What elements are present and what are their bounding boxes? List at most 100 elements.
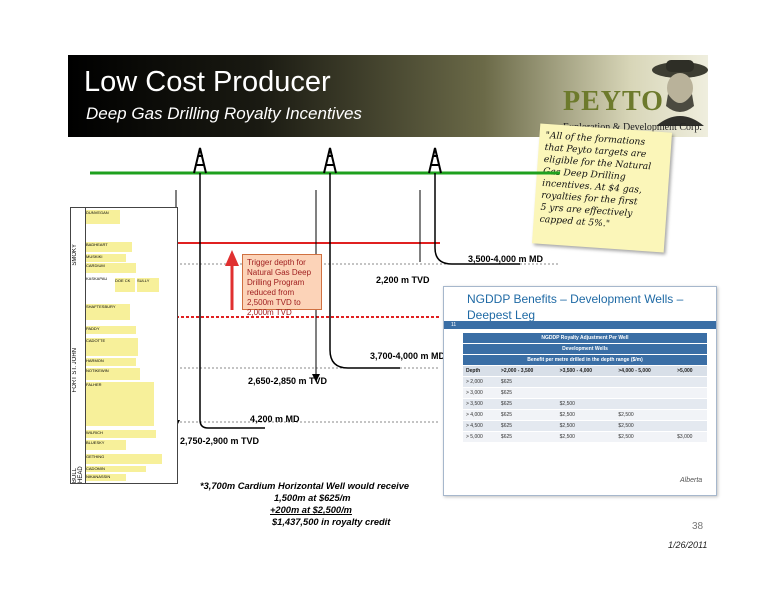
founder-portrait-icon: [652, 60, 708, 126]
table-cell: $2,500: [556, 398, 616, 410]
formation: KASKAPAU: [86, 276, 114, 296]
table-cell: [674, 409, 707, 421]
table-cell: $2,500: [615, 409, 675, 421]
table-cell: $2,500: [615, 420, 675, 432]
column-header: Depth: [463, 365, 498, 377]
table-row: > 5,000 $625 $2,500 $2,500 $3,000: [463, 431, 707, 443]
slide-date: 1/26/2011: [668, 540, 708, 550]
table-cell: $625: [497, 376, 557, 388]
panel-title-line: Deepest Leg: [467, 308, 536, 322]
table-row: > 4,500 $625 $2,500 $2,500: [463, 420, 707, 432]
group-label: BULL HEAD: [72, 466, 84, 483]
formation: MUSKIKI: [86, 254, 126, 262]
derrick-icon: [428, 147, 442, 174]
table-cell: $625: [497, 409, 557, 421]
panel-title-line: NGDDP Benefits – Development Wells –: [467, 292, 684, 306]
royalty-calculation: *3,700m Cardium Horizontal Well would re…: [200, 480, 409, 528]
table-cell: $2,500: [615, 431, 675, 443]
peyto-tagline: Exploration & Development Corp.: [563, 122, 702, 133]
formation: DUNVEGAN: [86, 210, 120, 224]
trigger-note: Trigger depth for Natural Gas Deep Drill…: [242, 254, 322, 317]
table-cell: [674, 398, 707, 410]
calc-line: $1,437,500 in royalty credit: [272, 517, 391, 527]
table-title: NGDDP Royalty Adjustment Per Well: [463, 333, 707, 344]
slide-subtitle: Deep Gas Drilling Royalty Incentives: [86, 104, 362, 123]
table-cell: $3,000: [674, 431, 707, 443]
group-label: FORT ST. JOHN: [72, 348, 78, 393]
panel-band: [444, 321, 716, 329]
formation: BADHEART: [86, 242, 132, 252]
well-callout: 3,700-4,000 m MD: [370, 351, 446, 361]
formation: BLUESKY: [86, 440, 126, 450]
well-callout: 4,200 m MD: [250, 414, 300, 424]
table-cell: $2,500: [556, 431, 616, 443]
well-callout: 2,200 m TVD: [376, 275, 430, 285]
table-cell: $625: [497, 431, 557, 443]
column-header: >3,500 - 4,000: [556, 365, 616, 377]
formation: SHAFTESBURY: [86, 304, 130, 320]
calc-line: +200m at $2,500/m: [270, 505, 352, 515]
peyto-logo: PEYTO: [563, 86, 664, 117]
derrick-icon: [323, 147, 337, 174]
column-header: >5,000: [674, 365, 707, 377]
calc-line: *3,700m Cardium Horizontal Well would re…: [200, 481, 410, 491]
royalty-table: NGDDP Royalty Adjustment Per Well Develo…: [463, 333, 707, 443]
group-column: [71, 208, 86, 483]
table-cell: [615, 376, 675, 388]
formation: NIKANASSIN: [86, 474, 126, 481]
wellbore: [434, 247, 520, 265]
well-callout: 2,750-2,900 m TVD: [180, 436, 260, 446]
table-row: > 3,000 $625: [463, 387, 707, 399]
page-number: 38: [692, 521, 704, 532]
panel-title: NGDDP Benefits – Development Wells – Dee…: [467, 291, 683, 323]
well-callout: 3,500-4,000 m MD: [468, 254, 544, 264]
table-cell: > 3,500: [463, 398, 498, 410]
table-cell: $625: [497, 420, 557, 432]
formation: GETHING: [86, 454, 162, 464]
formation: CADOTTE: [86, 338, 138, 356]
derrick-icon: [193, 147, 207, 174]
alberta-logo: Alberta: [680, 477, 703, 484]
table-cell: [556, 376, 616, 388]
stratigraphic-column: SMOKY FORT ST. JOHN BULL HEAD DUNVEGAN B…: [70, 207, 178, 484]
column-header: >4,000 - 5,000: [615, 365, 675, 377]
arrowhead-icon: [225, 250, 239, 266]
wellbore: [329, 349, 400, 369]
table-title: Benefit per metre drilled in the depth r…: [463, 354, 707, 366]
wellbore: [199, 419, 265, 429]
table-cell: [674, 376, 707, 388]
table-cell: > 4,000: [463, 409, 498, 421]
formation: PADDY: [86, 326, 136, 334]
group-label: SMOKY: [72, 244, 78, 266]
formation: NOTIKEWIN: [86, 368, 140, 380]
table-cell: > 5,000: [463, 431, 498, 443]
well-callout: 2,650-2,850 m TVD: [248, 376, 328, 386]
table-cell: [674, 387, 707, 399]
table-row: > 3,500 $625 $2,500: [463, 398, 707, 410]
slide-title: Low Cost Producer: [84, 66, 331, 98]
table-cell: > 2,000: [463, 376, 498, 388]
table-cell: $625: [497, 387, 557, 399]
title-banner: [68, 55, 708, 137]
formation: HARMON: [86, 358, 136, 366]
formation: CADOMIN: [86, 466, 146, 472]
column-header: >2,000 - 3,500: [497, 365, 557, 377]
table-cell: [556, 387, 616, 399]
arrowhead-icon: [312, 374, 320, 382]
table-cell: > 4,500: [463, 420, 498, 432]
formation: CARDIUM: [86, 263, 136, 273]
table-title: Development Wells: [463, 343, 707, 355]
table-cell: [674, 420, 707, 432]
formation: WILRICH: [86, 430, 156, 438]
formation: SULLY: [137, 278, 159, 292]
panel-slide-number: 11: [451, 322, 457, 328]
ngddp-benefits-panel: NGDDP Benefits – Development Wells – Dee…: [443, 286, 717, 496]
table-cell: $2,500: [556, 420, 616, 432]
table-cell: $2,500: [556, 409, 616, 421]
table-cell: [615, 398, 675, 410]
table-row: > 4,000 $625 $2,500 $2,500: [463, 409, 707, 421]
table-cell: [615, 387, 675, 399]
table-cell: $625: [497, 398, 557, 410]
formation: DOE CK: [115, 278, 135, 292]
